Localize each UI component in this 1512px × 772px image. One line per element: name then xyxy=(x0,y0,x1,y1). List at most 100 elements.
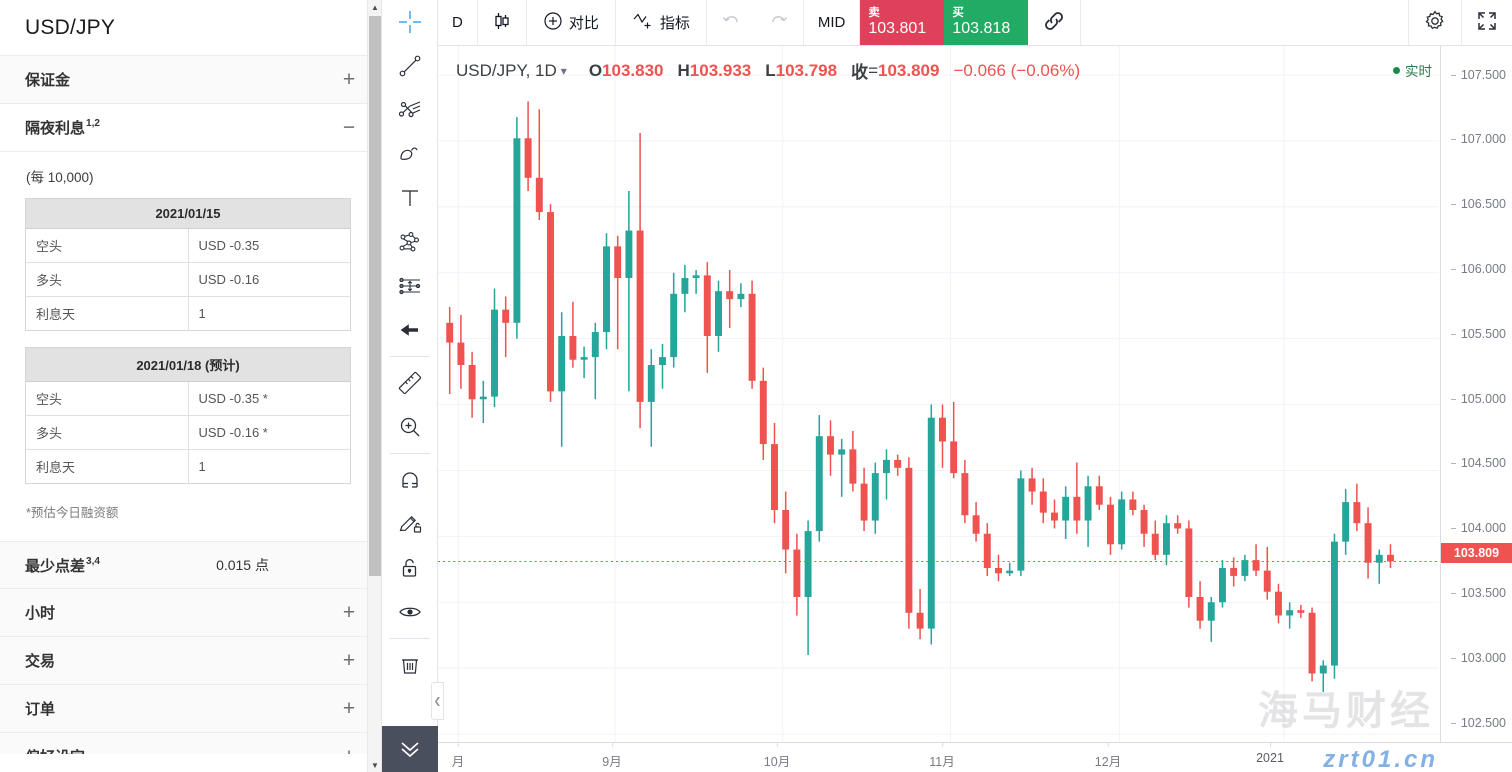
scroll-down-arrow-icon[interactable]: ▼ xyxy=(371,760,379,770)
toolbar-divider xyxy=(389,638,430,639)
settings-button[interactable] xyxy=(1409,0,1462,45)
crosshair-icon[interactable] xyxy=(387,0,433,44)
compare-label: 对比 xyxy=(568,15,599,32)
time-scale[interactable]: zrt01.cn 月 9月 10月 11月 12月 2021 xyxy=(438,742,1512,772)
indicator-icon xyxy=(632,11,654,35)
buy-quote-button[interactable]: 买 103.818 xyxy=(944,0,1029,45)
row-key: 利息天 xyxy=(25,449,189,484)
swap-table-forecast: 2021/01/18 (预计) 空头 USD -0.35 * 多头 USD -0… xyxy=(25,347,351,484)
time-tick: 月 xyxy=(452,742,464,770)
price-tick: 102.500 xyxy=(1450,715,1506,730)
indicators-button[interactable]: 指标 xyxy=(616,0,707,45)
fullscreen-button[interactable] xyxy=(1462,0,1512,45)
realtime-status-badge: 实时 xyxy=(1393,60,1432,80)
collapse-pane-icon[interactable] xyxy=(382,726,438,772)
hide-drawings-icon[interactable] xyxy=(387,590,433,634)
row-value: 1 xyxy=(188,449,351,484)
row-key: 多头 xyxy=(25,415,189,450)
interval-button[interactable]: D xyxy=(438,0,478,45)
sell-quote-button[interactable]: 卖 103.801 xyxy=(860,0,945,45)
buy-price: 103.818 xyxy=(952,19,1011,37)
brush-icon[interactable] xyxy=(387,132,433,176)
sidebar-scrollbar[interactable]: ▲ ▼ xyxy=(367,0,381,772)
zoom-in-icon[interactable] xyxy=(387,405,433,449)
swap-table-header: 2021/01/15 xyxy=(25,198,351,229)
trend-line-icon[interactable] xyxy=(387,44,433,88)
per-unit-label: (每 10,000) xyxy=(26,170,94,185)
plus-icon: + xyxy=(342,601,356,624)
accordion-trade-label: 交易 xyxy=(25,653,56,670)
drawing-toolbar: ❮ xyxy=(382,0,444,772)
chart-toolbar: D 对比 xyxy=(438,0,1512,46)
price-scale[interactable]: 107.500 107.000 106.500 106.000 105.500 105.0… xyxy=(1440,46,1512,772)
link-button[interactable] xyxy=(1028,0,1082,45)
stay-in-drawing-mode-icon[interactable] xyxy=(387,502,433,546)
long-position-icon[interactable] xyxy=(387,264,433,308)
mid-button[interactable]: MID xyxy=(804,0,861,45)
price-tick: 107.000 xyxy=(1450,132,1506,147)
row-key: 多头 xyxy=(25,262,189,297)
price-tick: 104.500 xyxy=(1450,456,1506,471)
time-tick: 10月 xyxy=(764,742,790,770)
row-key: 空头 xyxy=(25,381,189,416)
minus-icon: − xyxy=(342,116,356,139)
accordion-trade[interactable]: 交易 + xyxy=(0,637,381,685)
text-icon[interactable] xyxy=(387,176,433,220)
candlestick-canvas[interactable] xyxy=(438,46,1512,772)
fullscreen-icon xyxy=(1476,10,1498,36)
min-spread-label: 最少点差3,4 xyxy=(25,555,100,576)
accordion-orders[interactable]: 订单 + xyxy=(0,685,381,733)
price-tick: 106.000 xyxy=(1450,261,1506,276)
accordion-swap[interactable]: 隔夜利息1,2 − xyxy=(0,104,381,152)
compare-button[interactable]: 对比 xyxy=(527,0,616,45)
min-spread-value: 0.015 点 xyxy=(216,557,269,573)
price-tick: 105.500 xyxy=(1450,326,1506,341)
arrow-marker-icon[interactable] xyxy=(387,308,433,352)
magnet-icon[interactable] xyxy=(387,458,433,502)
scroll-up-arrow-icon[interactable]: ▲ xyxy=(371,2,379,12)
scrollbar-thumb[interactable] xyxy=(369,16,381,576)
table-row: 利息天 1 xyxy=(25,449,351,484)
undo-button[interactable] xyxy=(707,0,755,45)
chart-style-button[interactable] xyxy=(478,0,527,45)
table-row: 多头 USD -0.16 xyxy=(25,262,351,297)
price-tick: 103.500 xyxy=(1450,585,1506,600)
collapse-panel-handle[interactable]: ❮ xyxy=(431,682,444,720)
time-tick: 9月 xyxy=(602,742,622,770)
panel-title: USD/JPY xyxy=(0,0,381,56)
accordion-orders-label: 订单 xyxy=(25,701,56,718)
price-tick: 105.000 xyxy=(1450,391,1506,406)
accordion-margin[interactable]: 保证金 + xyxy=(0,56,381,104)
price-tick: 103.000 xyxy=(1450,650,1506,665)
time-tick: 11月 xyxy=(929,742,955,770)
accordion-swap-text: 隔夜利息 xyxy=(25,120,86,137)
time-tick: 2021 xyxy=(1256,742,1284,765)
accordion-hours[interactable]: 小时 + xyxy=(0,589,381,637)
row-value: USD -0.16 * xyxy=(188,415,351,450)
indicators-label: 指标 xyxy=(659,15,690,32)
plus-icon: + xyxy=(342,697,356,720)
pattern-icon[interactable] xyxy=(387,220,433,264)
swap-body: (每 10,000) 2021/01/15 空头 USD -0.35 多头 US… xyxy=(0,152,381,541)
realtime-label: 实时 xyxy=(1405,64,1432,79)
link-icon xyxy=(1042,9,1066,37)
swap-table-current: 2021/01/15 空头 USD -0.35 多头 USD -0.16 利息天… xyxy=(25,198,351,331)
row-key: 利息天 xyxy=(25,296,189,331)
row-value: USD -0.35 * xyxy=(188,381,351,416)
interval-label: D xyxy=(452,14,463,31)
plus-circle-icon xyxy=(543,11,563,35)
accordion-hours-label: 小时 xyxy=(25,605,56,622)
redo-button[interactable] xyxy=(755,0,804,45)
sell-price: 103.801 xyxy=(868,19,927,37)
chart-body[interactable]: USD/JPY, 1D ▾ O 103.830 H 103.933 L 103.798… xyxy=(438,46,1512,772)
mid-label: MID xyxy=(817,14,846,31)
instrument-details-panel: USD/JPY 保证金 + 隔夜利息1,2 − (每 10,000) 2021/… xyxy=(0,0,382,772)
measure-ruler-icon[interactable] xyxy=(387,361,433,405)
remove-drawings-icon[interactable] xyxy=(387,643,433,687)
lock-drawings-icon[interactable] xyxy=(387,546,433,590)
accordion-swap-superscript: 1,2 xyxy=(86,118,100,129)
price-tick: 107.500 xyxy=(1450,67,1506,82)
status-dot-icon xyxy=(1393,66,1400,74)
toolbar-divider xyxy=(389,453,430,454)
pitchfork-icon[interactable] xyxy=(387,88,433,132)
